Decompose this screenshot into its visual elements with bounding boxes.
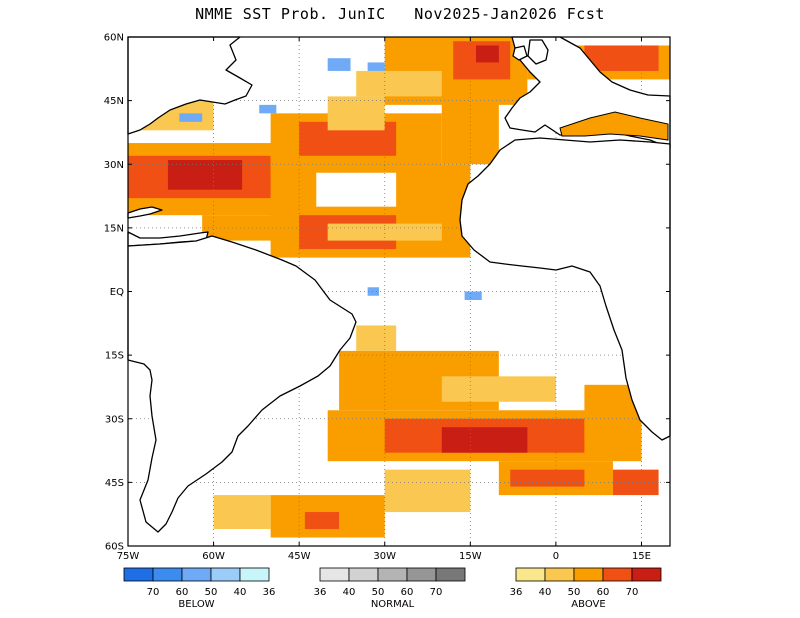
above-tick-label: 60 bbox=[597, 587, 610, 598]
below-tick-label: 40 bbox=[234, 587, 247, 598]
above-normal-cell bbox=[441, 96, 499, 165]
normal-swatch bbox=[377, 567, 408, 582]
lon-tick-label: 75W bbox=[117, 551, 140, 562]
above-swatch bbox=[515, 567, 546, 582]
below-swatch bbox=[210, 567, 241, 582]
below-swatch bbox=[181, 567, 212, 582]
above-swatch bbox=[544, 567, 575, 582]
land-masses bbox=[127, 36, 671, 533]
above-normal-cell bbox=[356, 325, 397, 351]
below-swatch bbox=[152, 567, 183, 582]
lon-tick-label: 45W bbox=[288, 551, 311, 562]
british-isles-coast bbox=[527, 39, 549, 65]
normal-swatch bbox=[406, 567, 437, 582]
below-normal-cell bbox=[464, 291, 482, 300]
caribbean-coast bbox=[127, 206, 163, 219]
above-tick-label: 36 bbox=[510, 587, 523, 598]
africa-coast bbox=[459, 137, 671, 441]
below-legend-title: BELOW bbox=[178, 599, 214, 610]
below-normal-cell bbox=[367, 287, 380, 296]
lat-tick-label: EQ bbox=[110, 287, 124, 298]
color-legend: 70 60 50 40 36 BELOW 36 40 50 60 70 NORMAL 36 40 50 60 7… bbox=[123, 567, 662, 610]
mediterranean-shading bbox=[559, 111, 669, 141]
normal-tick-label: 60 bbox=[401, 587, 414, 598]
normal-swatch bbox=[435, 567, 466, 582]
below-normal-cell bbox=[367, 62, 385, 71]
lon-tick-label: 60W bbox=[202, 551, 225, 562]
above-swatch bbox=[631, 567, 662, 582]
above-normal-cell bbox=[304, 512, 340, 530]
normal-tick-label: 50 bbox=[372, 587, 385, 598]
north-america-coast bbox=[127, 36, 253, 135]
below-swatch bbox=[123, 567, 154, 582]
normal-swatch bbox=[348, 567, 379, 582]
above-normal-cell bbox=[510, 469, 585, 487]
lat-tick-label: 15N bbox=[104, 223, 124, 234]
lat-tick-label: 45N bbox=[104, 96, 124, 107]
above-swatch bbox=[602, 567, 633, 582]
above-normal-cell bbox=[202, 215, 294, 241]
below-normal-cell bbox=[259, 104, 277, 114]
lon-tick-label: 15W bbox=[459, 551, 482, 562]
normal-legend-title: NORMAL bbox=[371, 599, 415, 610]
lat-tick-label: 30N bbox=[104, 160, 124, 171]
ireland-coast bbox=[512, 45, 528, 61]
below-swatch bbox=[239, 567, 270, 582]
above-normal-cell bbox=[327, 96, 385, 131]
map-title: NMME SST Prob. JunIC Nov2025-Jan2026 Fcs… bbox=[195, 5, 605, 23]
above-legend-title: ABOVE bbox=[571, 599, 605, 610]
lon-tick-label: 30W bbox=[373, 551, 396, 562]
normal-tick-label: 36 bbox=[314, 587, 327, 598]
above-normal-cell bbox=[213, 495, 271, 530]
lat-tick-label: 30S bbox=[105, 414, 124, 425]
above-tick-label: 50 bbox=[568, 587, 581, 598]
above-tick-label: 40 bbox=[539, 587, 552, 598]
above-normal-cell bbox=[441, 376, 556, 402]
below-tick-label: 36 bbox=[263, 587, 276, 598]
lat-tick-label: 15S bbox=[105, 351, 124, 362]
lat-tick-label: 60S bbox=[105, 542, 124, 553]
mediterranean-sea bbox=[559, 111, 669, 141]
below-tick-label: 60 bbox=[176, 587, 189, 598]
forecast-shading bbox=[128, 37, 670, 538]
above-normal-cell bbox=[167, 160, 243, 190]
below-tick-label: 70 bbox=[147, 587, 160, 598]
above-normal-cell bbox=[476, 45, 499, 63]
normal-tick-label: 40 bbox=[343, 587, 356, 598]
above-normal-cell bbox=[384, 469, 471, 513]
below-normal-cell bbox=[179, 113, 203, 122]
below-tick-label: 50 bbox=[205, 587, 218, 598]
lat-tick-label: 60N bbox=[104, 33, 124, 44]
above-normal-cell bbox=[327, 223, 442, 241]
above-normal-cell bbox=[612, 469, 659, 496]
above-normal-cell bbox=[584, 45, 659, 71]
above-normal-cell bbox=[356, 70, 442, 97]
lat-tick-label: 45S bbox=[105, 478, 124, 489]
below-normal-cell bbox=[327, 58, 351, 71]
lon-tick-label: 15E bbox=[632, 551, 651, 562]
south-america-coast bbox=[127, 235, 357, 533]
normal-swatch bbox=[319, 567, 350, 582]
normal-tick-label: 70 bbox=[430, 587, 443, 598]
above-swatch bbox=[573, 567, 604, 582]
above-normal-cell bbox=[441, 427, 528, 453]
above-tick-label: 70 bbox=[626, 587, 639, 598]
lon-tick-label: 0 bbox=[553, 551, 559, 562]
